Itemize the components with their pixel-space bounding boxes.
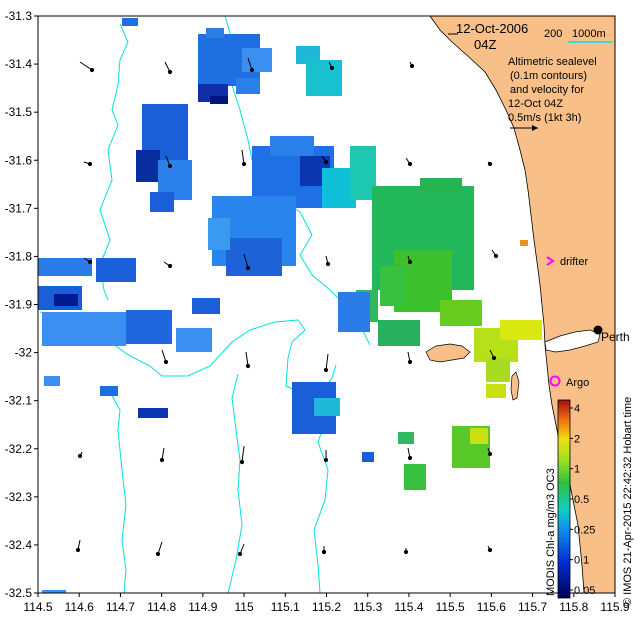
argo-label: Argo bbox=[566, 377, 589, 389]
scale-bar-value: 200 bbox=[544, 28, 562, 40]
colorbar-tick-label: 4 bbox=[574, 403, 580, 415]
y-tick-label: -32.4 bbox=[5, 538, 33, 552]
y-tick-label: -32 bbox=[15, 346, 33, 360]
river-estuary bbox=[544, 329, 601, 353]
perth-label: Perth bbox=[601, 330, 630, 344]
x-tick-label: 115.3 bbox=[353, 600, 382, 614]
x-tick-label: 114.6 bbox=[65, 600, 94, 614]
y-tick-label: -32.3 bbox=[5, 490, 33, 504]
y-tick-label: -32.1 bbox=[5, 394, 33, 408]
x-tick-label: 114.5 bbox=[23, 600, 52, 614]
y-tick-label: -31.3 bbox=[5, 9, 33, 23]
drifter-marker bbox=[546, 256, 555, 266]
y-tick-label: -32.2 bbox=[5, 442, 33, 456]
colorbar bbox=[557, 399, 571, 599]
y-tick-label: -31.9 bbox=[5, 298, 33, 312]
colorbar-tick-label: 1 bbox=[574, 464, 580, 476]
x-tick-label: 115 bbox=[235, 600, 254, 614]
x-tick-label: 115.5 bbox=[436, 600, 465, 614]
colorbar-tick-label: 2 bbox=[574, 433, 580, 445]
argo-marker bbox=[549, 375, 561, 387]
x-tick-label: 114.8 bbox=[147, 600, 176, 614]
perth-marker bbox=[593, 325, 603, 335]
scale-bar-units: 1000m bbox=[572, 28, 606, 40]
y-tick-label: -31.6 bbox=[5, 153, 33, 167]
legend-line-4: 12-Oct 04Z bbox=[508, 98, 563, 110]
chlorophyll-patches bbox=[38, 18, 542, 593]
x-tick-label: 115.6 bbox=[477, 600, 506, 614]
x-tick-label: 115.7 bbox=[518, 600, 547, 614]
colorbar-label: MODIS Chl-a mg/m3 OC3 bbox=[545, 468, 557, 596]
x-tick-label: 115.9 bbox=[600, 600, 629, 614]
x-tick-label: 115.1 bbox=[271, 600, 300, 614]
credit-text: © IMOS 21-Apr-2015 22:42:32 Hobart time bbox=[622, 397, 634, 606]
legend-line-5: 0.5m/s (1kt 3h) bbox=[508, 112, 581, 124]
velocity-arrows bbox=[75, 57, 499, 557]
y-tick-label: -31.8 bbox=[5, 249, 33, 263]
y-axis: -31.3 -31.4 -31.5 -31.6 -31.7 -31.8 -31.9 -32 -3… bbox=[5, 9, 38, 600]
drifter-label: drifter bbox=[560, 256, 588, 268]
legend-line-2: (0.1m contours) bbox=[510, 70, 587, 82]
garden-island bbox=[510, 371, 520, 401]
y-tick-label: -31.7 bbox=[5, 201, 33, 215]
rottnest-island bbox=[425, 343, 471, 363]
x-tick-label: 115.8 bbox=[559, 600, 588, 614]
y-tick-label: -31.4 bbox=[5, 57, 33, 71]
x-tick-label: 115.4 bbox=[394, 600, 423, 614]
colorbar-tick-label: 0.25 bbox=[574, 524, 595, 536]
colorbar-tick-label: 0.5 bbox=[574, 494, 589, 506]
x-tick-label: 114.9 bbox=[188, 600, 217, 614]
y-tick-label: -32.5 bbox=[5, 586, 33, 600]
legend-line-3: and velocity for bbox=[510, 84, 584, 96]
colorbar-tick-label: 0.1 bbox=[574, 555, 589, 567]
map-time: 04Z bbox=[474, 37, 496, 52]
colorbar-tick-label: 0.05 bbox=[574, 585, 595, 597]
map-date: 12-Oct-2006 bbox=[456, 21, 528, 36]
x-tick-label: 115.2 bbox=[312, 600, 341, 614]
y-tick-label: -31.5 bbox=[5, 105, 33, 119]
legend-line-1: Altimetric sealevel bbox=[508, 56, 597, 68]
x-tick-label: 114.7 bbox=[106, 600, 135, 614]
colorbar-ticks: 4 2 1 0.5 0.25 0.1 0.05 bbox=[570, 403, 595, 597]
x-axis: 114.5 114.6 114.7 114.8 114.9 115 115.1 115.2 11… bbox=[23, 593, 630, 614]
